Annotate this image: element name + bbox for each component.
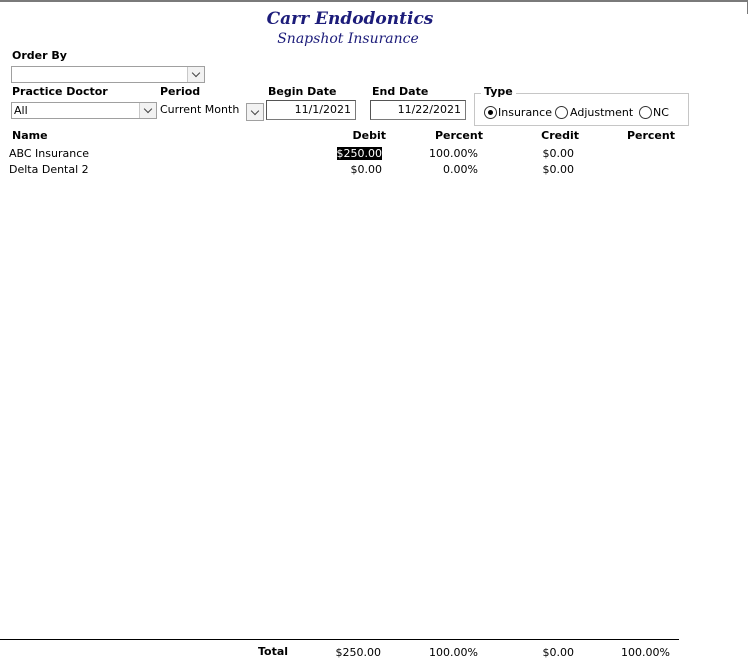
col-header-name: Name bbox=[12, 129, 48, 142]
order-by-label: Order By bbox=[12, 49, 67, 62]
period-value: Current Month bbox=[160, 103, 240, 116]
totals-percent: 100.00% bbox=[429, 646, 478, 659]
practice-doctor-label: Practice Doctor bbox=[12, 85, 108, 98]
row-name: Delta Dental 2 bbox=[9, 163, 89, 176]
row-name: ABC Insurance bbox=[9, 147, 90, 160]
period-dropdown[interactable]: Current Month bbox=[160, 102, 264, 121]
radio-unselected-icon[interactable] bbox=[555, 106, 568, 119]
end-date-input[interactable]: 11/22/2021 bbox=[370, 100, 466, 120]
type-nc-label: NC bbox=[653, 106, 669, 119]
chevron-down-icon bbox=[143, 104, 153, 114]
begin-date-value: 11/1/2021 bbox=[294, 103, 351, 116]
report-title: Carr Endodontics bbox=[266, 9, 434, 29]
row-credit: $0.00 bbox=[542, 147, 575, 160]
period-label: Period bbox=[160, 85, 201, 98]
row-percent: 0.00% bbox=[443, 163, 478, 176]
window-top-border bbox=[0, 0, 748, 2]
report-subtitle: Snapshot Insurance bbox=[277, 31, 419, 47]
type-adjustment-label: Adjustment bbox=[570, 106, 634, 119]
chevron-down-icon bbox=[191, 68, 201, 78]
totals-label: Total bbox=[258, 645, 289, 658]
row-percent: 100.00% bbox=[429, 147, 478, 160]
type-label: Type bbox=[481, 85, 516, 98]
row-debit[interactable]: $250.00 bbox=[336, 147, 382, 160]
type-group-box bbox=[474, 93, 689, 126]
type-insurance-label: Insurance bbox=[498, 106, 552, 119]
end-date-label: End Date bbox=[372, 85, 429, 98]
chevron-down-icon bbox=[250, 106, 260, 115]
practice-doctor-dropdown[interactable]: All bbox=[11, 102, 157, 119]
end-date-value: 11/22/2021 bbox=[397, 103, 461, 116]
totals-credit: $0.00 bbox=[542, 646, 575, 659]
col-header-debit: Debit bbox=[352, 129, 387, 142]
radio-unselected-icon[interactable] bbox=[639, 106, 652, 119]
totals-percent-2: 100.00% bbox=[621, 646, 670, 659]
col-header-percent-2: Percent bbox=[626, 129, 675, 142]
type-radio-adjustment[interactable]: Adjustment bbox=[555, 106, 634, 120]
row-debit: $0.00 bbox=[350, 163, 383, 176]
col-header-percent: Percent bbox=[434, 129, 483, 142]
row-credit: $0.00 bbox=[542, 163, 575, 176]
totals-debit: $250.00 bbox=[335, 646, 382, 659]
practice-doctor-value: All bbox=[14, 104, 28, 117]
type-radio-insurance[interactable]: Insurance bbox=[484, 106, 552, 120]
begin-date-label: Begin Date bbox=[268, 85, 337, 98]
order-by-dropdown-button[interactable] bbox=[187, 67, 204, 82]
col-header-credit: Credit bbox=[541, 129, 579, 142]
totals-divider bbox=[0, 639, 679, 640]
period-dropdown-button[interactable] bbox=[246, 103, 264, 121]
practice-doctor-dropdown-button[interactable] bbox=[139, 103, 156, 118]
radio-selected-icon[interactable] bbox=[484, 106, 497, 119]
begin-date-input[interactable]: 11/1/2021 bbox=[266, 100, 356, 120]
order-by-dropdown[interactable] bbox=[11, 66, 205, 83]
type-radio-nc[interactable]: NC bbox=[639, 106, 673, 120]
